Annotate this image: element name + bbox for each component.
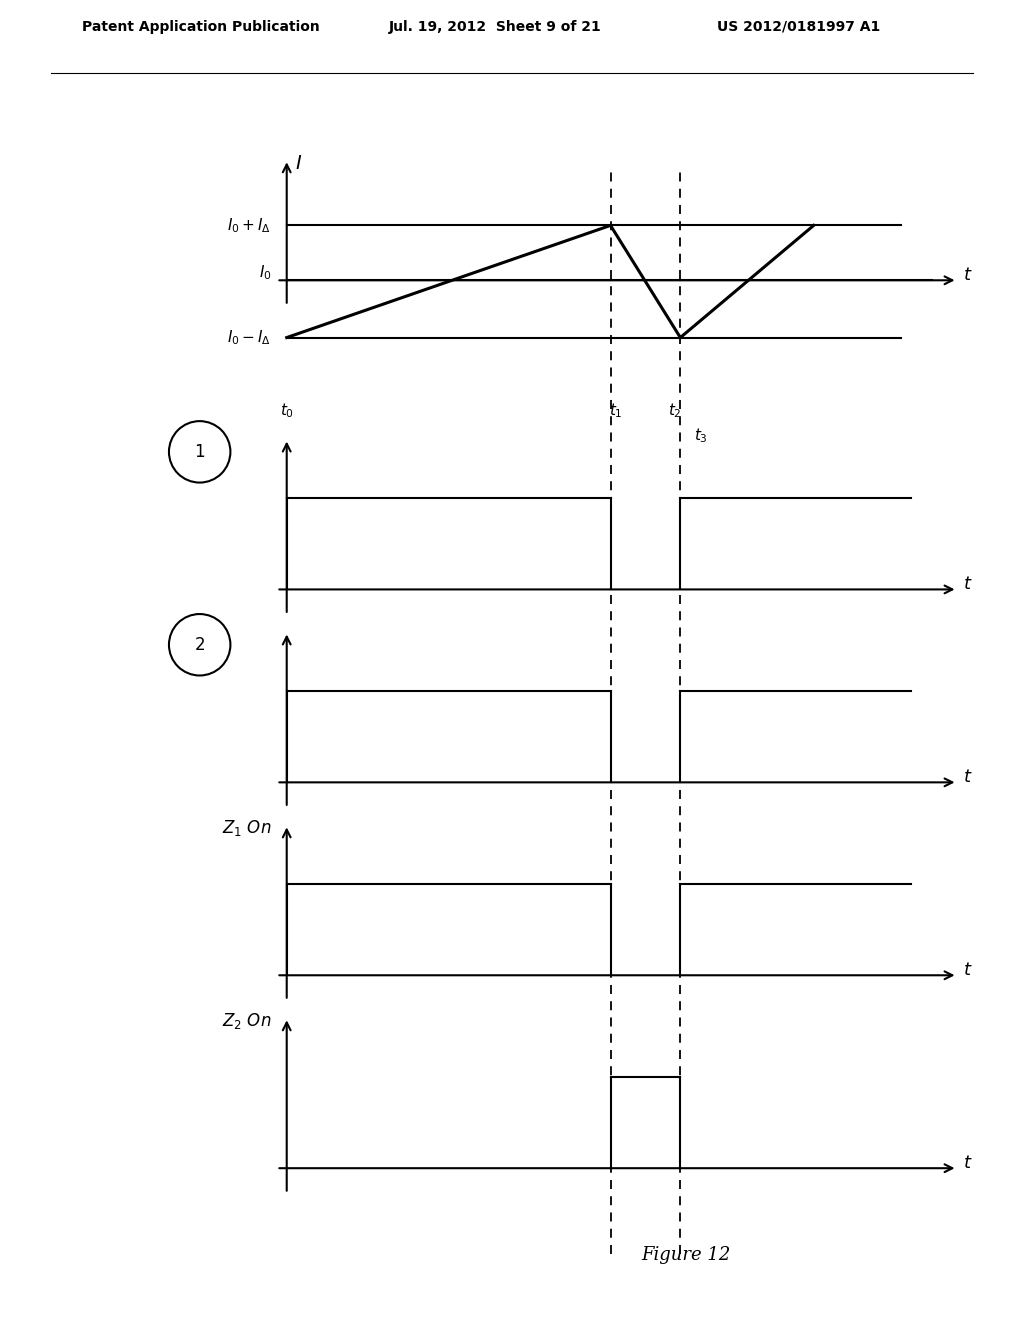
Text: $I_0$: $I_0$ <box>259 263 271 281</box>
Text: Figure 12: Figure 12 <box>641 1246 731 1265</box>
Text: $I_0+I_\Delta$: $I_0+I_\Delta$ <box>227 216 271 235</box>
Text: $I_0-I_\Delta$: $I_0-I_\Delta$ <box>227 329 271 347</box>
Text: $Z_1$ On: $Z_1$ On <box>222 817 271 838</box>
Text: $Z_2$ On: $Z_2$ On <box>222 1011 271 1031</box>
Text: 1: 1 <box>195 442 205 461</box>
Text: 2: 2 <box>195 636 205 653</box>
Text: $t$: $t$ <box>963 961 972 979</box>
Text: $t_1$: $t_1$ <box>609 401 623 420</box>
Text: $I$: $I$ <box>295 154 302 173</box>
Text: $t$: $t$ <box>963 576 972 594</box>
Text: $t_2$: $t_2$ <box>669 401 682 420</box>
Text: $t$: $t$ <box>963 768 972 787</box>
Text: $t_0$: $t_0$ <box>280 401 294 420</box>
Text: US 2012/0181997 A1: US 2012/0181997 A1 <box>717 20 880 34</box>
Text: Patent Application Publication: Patent Application Publication <box>82 20 319 34</box>
Text: Jul. 19, 2012  Sheet 9 of 21: Jul. 19, 2012 Sheet 9 of 21 <box>389 20 602 34</box>
Text: $t$: $t$ <box>963 1154 972 1172</box>
Text: $t_3$: $t_3$ <box>694 426 708 445</box>
Text: $t$: $t$ <box>963 267 972 284</box>
